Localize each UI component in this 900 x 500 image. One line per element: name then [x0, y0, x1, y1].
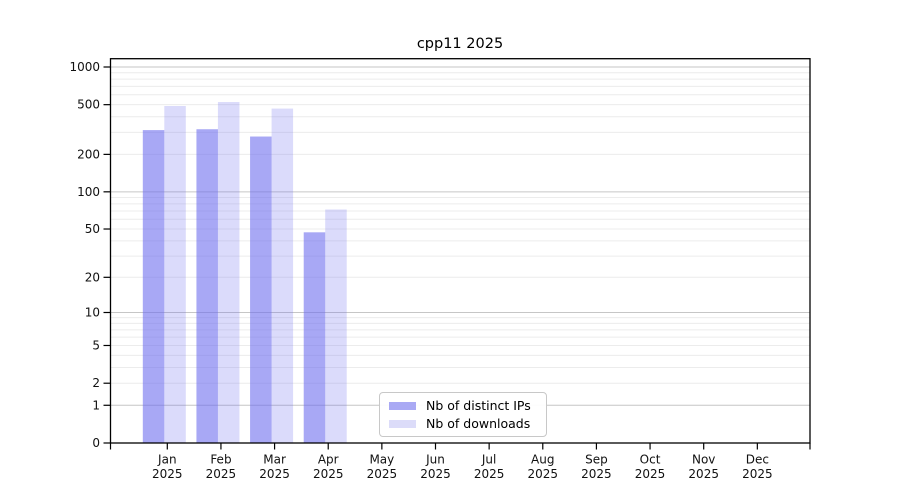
x-tick-label-month: Apr — [318, 453, 339, 467]
x-tick-label-year: 2025 — [313, 467, 344, 481]
y-tick-label: 50 — [85, 222, 100, 236]
x-tick-label-month: Oct — [640, 453, 661, 467]
x-tick-label-month: Aug — [531, 453, 554, 467]
y-tick-label: 20 — [85, 270, 100, 284]
y-tick-label: 1000 — [69, 60, 100, 74]
y-tick-label: 0 — [92, 436, 100, 450]
y-tick-label: 500 — [77, 98, 100, 112]
x-tick-label-month: Nov — [692, 453, 715, 467]
legend-item-downloads: Nb of downloads — [389, 416, 537, 431]
x-tick-label-month: Sep — [585, 453, 608, 467]
x-tick-label-year: 2025 — [688, 467, 719, 481]
bar-nb-of-distinct-ips-feb-2025 — [196, 129, 218, 443]
legend-swatch-downloads-icon — [389, 419, 416, 428]
x-tick-label-year: 2025 — [206, 467, 237, 481]
x-tick-label-month: Mar — [263, 453, 286, 467]
x-tick-label-year: 2025 — [367, 467, 398, 481]
x-tick-label-year: 2025 — [420, 467, 451, 481]
x-tick-label-month: Dec — [746, 453, 769, 467]
plot-frame — [109, 58, 811, 444]
y-tick-label: 100 — [77, 185, 100, 199]
x-tick-label-year: 2025 — [152, 467, 183, 481]
chart-title: cpp11 2025 — [416, 36, 504, 52]
legend: Nb of distinct IPs Nb of downloads — [379, 392, 547, 437]
bar-nb-of-distinct-ips-apr-2025 — [303, 232, 326, 443]
x-tick-label-year: 2025 — [635, 467, 666, 481]
legend-item-distinct-ips: Nb of distinct IPs — [389, 398, 537, 413]
bar-nb-of-downloads-mar-2025 — [271, 108, 294, 443]
bar-nb-of-downloads-jan-2025 — [164, 105, 186, 444]
y-tick-label: 10 — [85, 305, 100, 319]
bar-nb-of-downloads-apr-2025 — [325, 209, 347, 443]
legend-swatch-distinct-ips-icon — [389, 401, 416, 410]
x-tick-label-month: Jul — [481, 453, 496, 467]
x-tick-label-month: Feb — [210, 453, 231, 467]
legend-label-downloads: Nb of downloads — [426, 416, 531, 431]
bar-nb-of-distinct-ips-mar-2025 — [250, 136, 272, 443]
x-tick-label-month: Jan — [157, 453, 177, 467]
x-tick-label-year: 2025 — [742, 467, 773, 481]
x-tick-label-month: May — [369, 453, 394, 467]
bar-nb-of-distinct-ips-jan-2025 — [142, 130, 165, 444]
x-tick-label-month: Jun — [425, 453, 445, 467]
y-tick-label: 2 — [92, 376, 100, 390]
legend-label-distinct-ips: Nb of distinct IPs — [426, 398, 531, 413]
bar-nb-of-downloads-feb-2025 — [217, 102, 240, 443]
x-tick-label-year: 2025 — [581, 467, 612, 481]
x-tick-label-year: 2025 — [528, 467, 559, 481]
x-tick-label-year: 2025 — [474, 467, 505, 481]
x-tick-label-year: 2025 — [259, 467, 290, 481]
y-tick-label: 1 — [92, 398, 100, 412]
y-tick-label: 5 — [92, 338, 100, 352]
y-tick-label: 200 — [77, 147, 100, 161]
